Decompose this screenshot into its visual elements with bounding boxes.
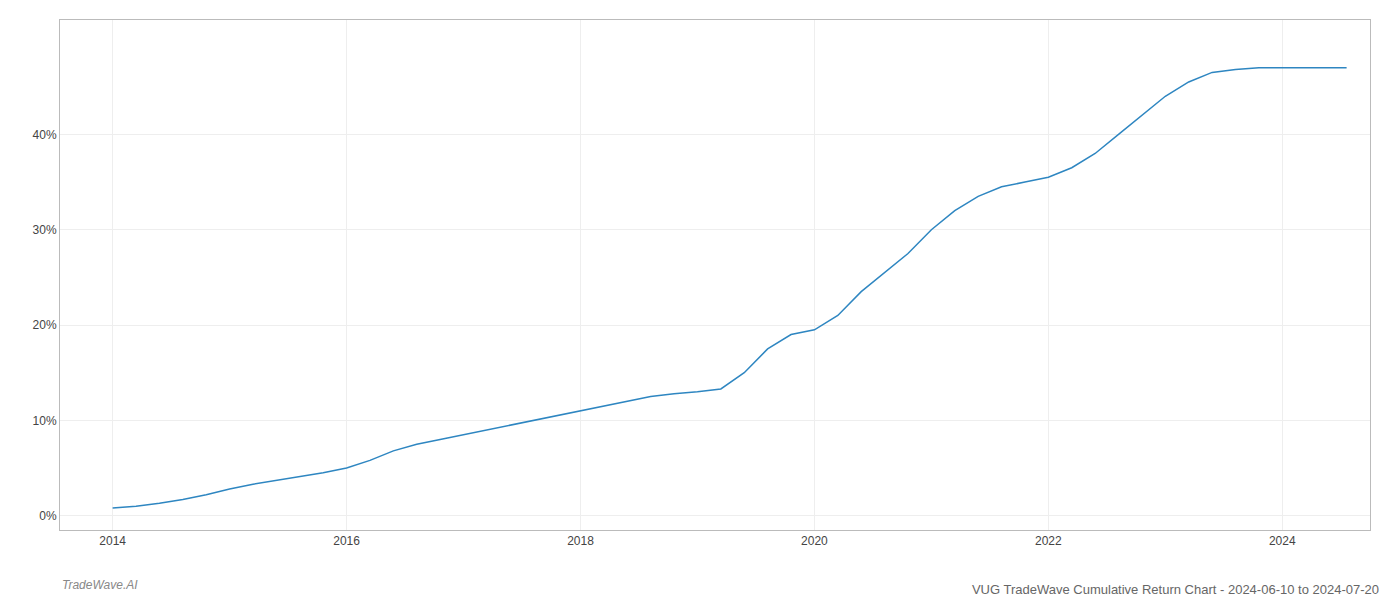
svg-text:2022: 2022 (1035, 534, 1062, 548)
svg-text:2020: 2020 (801, 534, 828, 548)
svg-text:40%: 40% (33, 128, 57, 142)
svg-text:2014: 2014 (99, 534, 126, 548)
svg-text:VUG TradeWave Cumulative Retur: VUG TradeWave Cumulative Return Chart - … (972, 582, 1379, 597)
svg-text:TradeWave.AI: TradeWave.AI (62, 578, 138, 592)
svg-text:2016: 2016 (333, 534, 360, 548)
svg-text:0%: 0% (39, 509, 57, 523)
svg-text:20%: 20% (33, 318, 57, 332)
svg-text:2018: 2018 (567, 534, 594, 548)
svg-text:30%: 30% (33, 223, 57, 237)
svg-text:2024: 2024 (1269, 534, 1296, 548)
svg-text:10%: 10% (33, 414, 57, 428)
